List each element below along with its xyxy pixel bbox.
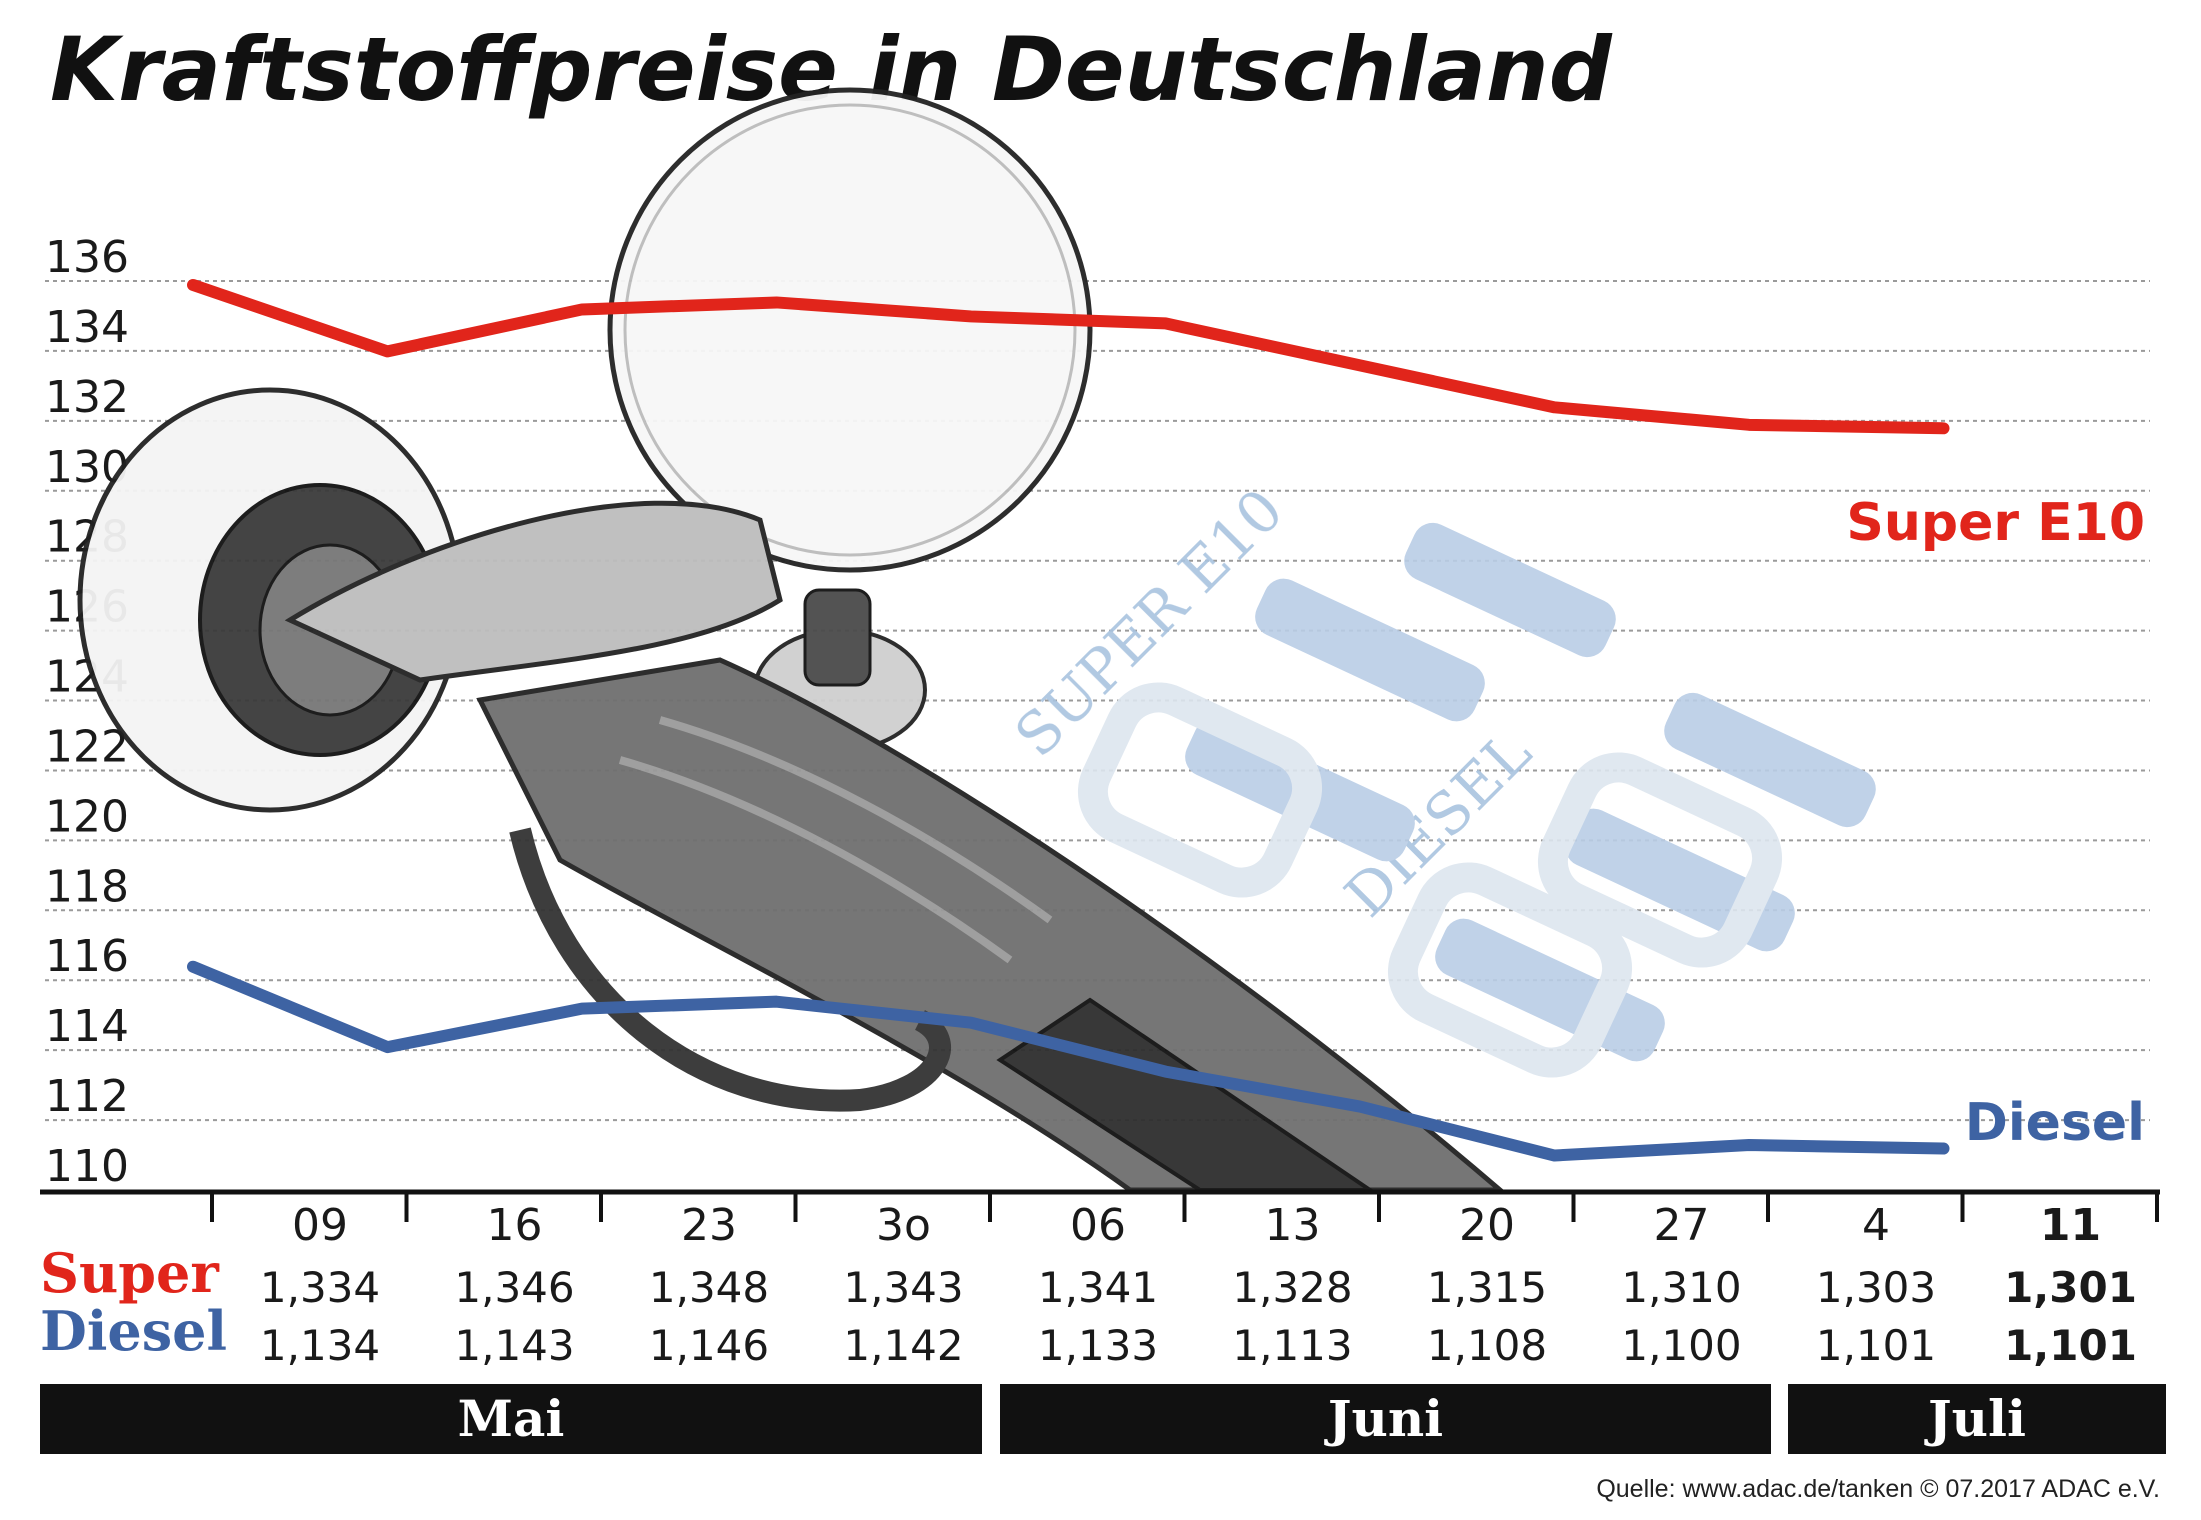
series-point	[1553, 406, 1556, 409]
series-line-super-e10	[187, 278, 1950, 435]
series-point	[1553, 1154, 1556, 1157]
y-tick-label: 116	[45, 931, 129, 982]
series-point	[1359, 364, 1361, 367]
y-tick-label: 114	[45, 1001, 129, 1052]
y-axis-tick-labels: 1101121141161181201221241261281301321341…	[45, 232, 129, 1192]
month-label: Mai	[458, 1389, 565, 1448]
row-label-super: Super	[40, 1241, 219, 1305]
table-value-super: 1,341	[1038, 1263, 1158, 1312]
table-value-super: 1,346	[454, 1263, 574, 1312]
table-value-super: 1,343	[843, 1263, 963, 1312]
table-value-diesel: 1,101	[2004, 1321, 2137, 1370]
x-tick-label: 06	[1070, 1200, 1126, 1251]
x-tick-label: 4	[1862, 1200, 1890, 1251]
table-value-super: 1,301	[2004, 1263, 2137, 1312]
series-point	[386, 350, 389, 353]
price-table: 1,334 1,346 1,348 1,343 1,341 1,328 1,315 1,310…	[260, 1263, 2137, 1370]
series-label-diesel: Diesel	[1965, 1093, 2145, 1153]
source-note: Quelle: www.adac.de/tanken © 07.2017 ADA…	[1596, 1475, 2160, 1503]
month-band	[1000, 1384, 1771, 1454]
table-value-super: 1,328	[1232, 1263, 1352, 1312]
table-value-diesel: 1,142	[843, 1321, 963, 1370]
y-tick-label: 112	[45, 1071, 129, 1122]
y-tick-label: 122	[45, 721, 129, 772]
series-point	[1942, 427, 1945, 430]
x-tick-label: 09	[292, 1200, 348, 1251]
y-tick-label: 134	[45, 302, 129, 353]
x-tick-label: 20	[1459, 1200, 1515, 1251]
table-value-diesel: 1,133	[1038, 1321, 1158, 1370]
table-value-super: 1,310	[1621, 1263, 1741, 1312]
series-lines	[187, 278, 1950, 1162]
x-tick-label: 27	[1654, 1200, 1710, 1251]
x-tick-label: 23	[681, 1200, 737, 1251]
table-value-diesel: 1,134	[260, 1321, 380, 1370]
series-point	[1748, 423, 1750, 426]
x-tick-label: 16	[487, 1200, 543, 1251]
series-point	[775, 1000, 778, 1003]
y-tick-label: 118	[45, 861, 129, 912]
series-point	[1164, 1070, 1167, 1073]
table-value-diesel: 1,143	[454, 1321, 574, 1370]
table-value-super: 1,334	[260, 1263, 380, 1312]
series-label-super-e10: Super E10	[1846, 493, 2145, 553]
series-point	[970, 315, 972, 318]
series-point	[970, 1021, 972, 1024]
series-point	[192, 965, 194, 968]
month-band	[40, 1384, 982, 1454]
fuel-nozzle-illustration	[77, 87, 1507, 1193]
y-tick-label: 120	[45, 791, 129, 842]
table-value-diesel: 1,113	[1232, 1321, 1352, 1370]
row-label-diesel: Diesel	[40, 1299, 227, 1363]
table-value-diesel: 1,108	[1427, 1321, 1547, 1370]
x-tick-label: 13	[1265, 1200, 1321, 1251]
series-point	[192, 283, 194, 286]
table-value-diesel: 1,100	[1621, 1321, 1741, 1370]
series-point	[386, 1046, 389, 1049]
table-value-diesel: 1,146	[649, 1321, 769, 1370]
series-point	[581, 308, 583, 311]
series-point	[1942, 1147, 1945, 1150]
series-point	[581, 1007, 583, 1010]
month-label: Juli	[1924, 1389, 2026, 1448]
x-tick-label: 11	[2040, 1200, 2101, 1251]
series-point	[1359, 1105, 1361, 1108]
month-bands: Mai Juni Juli	[40, 1384, 2166, 1454]
table-value-super: 1,303	[1816, 1263, 1936, 1312]
series-point	[1748, 1144, 1750, 1147]
y-tick-label: 132	[45, 372, 129, 423]
y-tick-label: 110	[45, 1141, 129, 1192]
table-value-super: 1,348	[649, 1263, 769, 1312]
table-value-super: 1,315	[1427, 1263, 1547, 1312]
month-band	[1788, 1384, 2166, 1454]
x-tick-label: 3o	[876, 1200, 931, 1251]
series-line-diesel	[187, 960, 1950, 1162]
series-point	[775, 301, 778, 304]
x-axis-ticks: 09 16 23 3o 06 13 20 27 4 11	[210, 1192, 2159, 1251]
table-value-diesel: 1,101	[1816, 1321, 1936, 1370]
y-tick-label: 136	[45, 232, 129, 283]
month-label: Juni	[1324, 1389, 1443, 1448]
series-point	[1164, 322, 1167, 325]
